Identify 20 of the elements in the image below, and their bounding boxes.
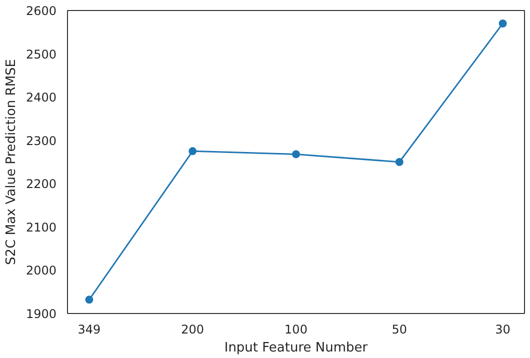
x-tick-label: 50 — [392, 322, 408, 336]
x-tick-label: 200 — [181, 322, 204, 336]
point — [292, 150, 300, 158]
point — [188, 147, 197, 156]
point — [85, 296, 94, 304]
y-tick-label: 2600 — [26, 4, 57, 18]
y-tick-label: 1900 — [26, 307, 57, 321]
y-tick-label: 2500 — [26, 47, 57, 62]
x-tick-label: 100 — [284, 322, 308, 336]
y-tick-label: 2000 — [26, 264, 57, 278]
x-axis-title: Input Feature Number — [224, 340, 368, 356]
y-tick-label: 2100 — [26, 220, 57, 234]
y-tick-label: 2200 — [26, 177, 57, 192]
y-tick-label: 2400 — [26, 90, 57, 105]
point — [395, 158, 404, 166]
x-tick-label: 349 — [78, 322, 101, 336]
y-axis-title: S2C Max Value Prediction RMSE — [4, 58, 19, 265]
y-tick-label: 2300 — [26, 134, 57, 148]
point — [498, 19, 507, 28]
x-tick-label: 30 — [495, 322, 510, 336]
